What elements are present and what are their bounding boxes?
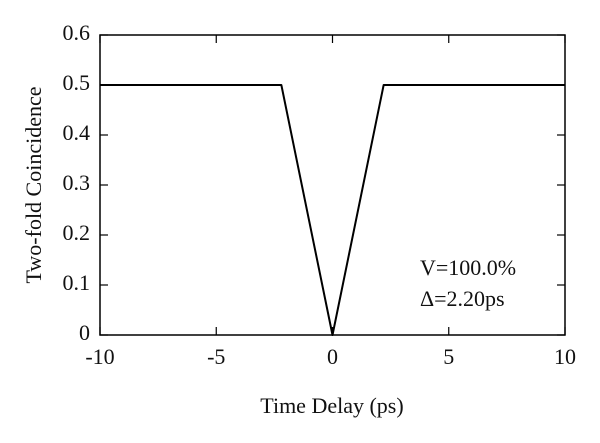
x-tick-label: 10 (554, 344, 576, 369)
x-tick-label: 0 (327, 344, 338, 369)
annotation: V=100.0% (420, 255, 516, 280)
y-tick-label: 0 (79, 320, 90, 345)
y-axis-label: Two-fold Coincidence (21, 86, 46, 283)
x-tick-label: 5 (443, 344, 454, 369)
y-tick-label: 0.1 (63, 270, 91, 295)
y-tick-label: 0.3 (63, 170, 91, 195)
data-line (100, 84, 565, 336)
annotation: Δ=2.20ps (420, 286, 505, 311)
y-tick-label: 0.4 (63, 120, 91, 145)
x-tick-label: -5 (207, 344, 225, 369)
y-tick-label: 0.2 (63, 220, 91, 245)
y-tick-label: 0.6 (63, 20, 91, 45)
x-tick-label: -10 (85, 344, 114, 369)
y-tick-label: 0.5 (63, 70, 91, 95)
x-axis-label: Time Delay (ps) (260, 393, 403, 418)
